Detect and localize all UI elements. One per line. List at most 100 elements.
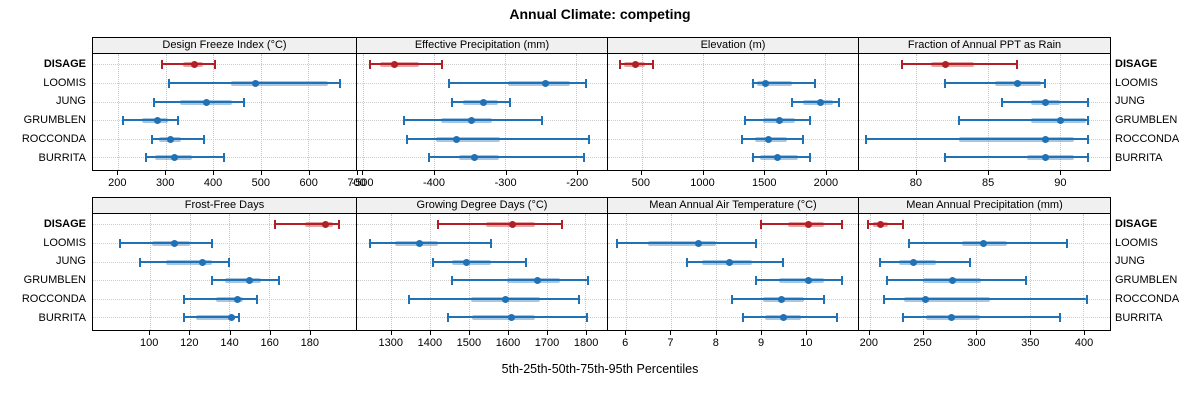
whisker-cap	[369, 60, 372, 70]
gridline-horizontal	[608, 120, 858, 122]
percentile-whisker	[902, 316, 1060, 319]
row-label-right: GRUMBLEN	[1115, 114, 1178, 127]
percentile-whisker	[945, 82, 1046, 84]
percentile-whisker	[616, 242, 757, 244]
gridline-vertical	[507, 214, 509, 330]
median-dot	[877, 221, 885, 229]
tick-mark	[269, 330, 271, 335]
median-dot	[508, 314, 516, 322]
whisker-cap	[450, 276, 453, 286]
tick-label: 6	[622, 337, 629, 349]
median-dot	[778, 295, 786, 303]
row-label-right: DISAGE	[1115, 217, 1158, 230]
median-dot	[805, 221, 813, 229]
panel-header-effective-precipitation: Effective Precipitation (mm)	[356, 37, 608, 54]
median-dot	[467, 117, 475, 125]
median-dot	[452, 135, 460, 143]
percentile-whisker	[183, 316, 240, 319]
whisker-cap	[651, 60, 654, 70]
whisker-cap	[901, 60, 904, 70]
tick-label: 1500	[456, 337, 482, 349]
gridline-horizontal	[93, 243, 356, 244]
whisker-cap	[1058, 313, 1061, 323]
gridline-vertical	[308, 54, 310, 170]
median-dot	[922, 295, 930, 303]
percentile-whisker	[146, 156, 224, 159]
whisker-cap	[222, 153, 225, 163]
tick-label: 600	[299, 177, 318, 189]
row-label-right: LOOMIS	[1115, 236, 1158, 249]
tick-label: -300	[494, 177, 517, 189]
percentile-whisker	[686, 260, 784, 263]
whisker-cap	[213, 60, 216, 70]
median-dot	[170, 154, 178, 162]
percentile-whisker	[945, 156, 1089, 159]
gridline-horizontal	[608, 157, 858, 159]
percentile-whisker	[119, 242, 212, 244]
gridline-vertical	[702, 54, 704, 170]
tick-label: 180	[300, 337, 319, 349]
tick-label: 7	[667, 337, 674, 349]
median-dot	[502, 295, 510, 303]
gridline-vertical	[430, 214, 432, 330]
whisker-cap	[730, 294, 733, 304]
median-dot	[910, 258, 918, 266]
x-axis-mean-annual-precipitation: 200 250 300 350 400	[858, 330, 1111, 352]
median-dot	[1056, 117, 1064, 125]
percentile-whisker	[902, 63, 1017, 66]
whisker-cap	[743, 116, 746, 126]
row-label-right: ROCCONDA	[1115, 293, 1180, 306]
tick-mark	[260, 170, 262, 175]
whisker-cap	[243, 97, 246, 107]
percentile-whisker	[448, 82, 586, 84]
whisker-cap	[202, 134, 205, 144]
percentile-whisker	[760, 223, 842, 226]
tick-label: 1400	[417, 337, 443, 349]
gridline-horizontal	[608, 138, 858, 140]
whisker-cap	[447, 313, 450, 323]
tick-mark	[356, 170, 358, 175]
tick-mark	[189, 330, 191, 335]
median-dot	[170, 240, 178, 247]
gridline-horizontal	[93, 64, 356, 66]
percentile-whisker	[139, 260, 230, 263]
tick-mark	[702, 170, 704, 175]
gridline-vertical	[469, 214, 470, 330]
whisker-cap	[561, 220, 564, 230]
whisker-cap	[901, 313, 904, 323]
tick-label: 1700	[534, 337, 560, 349]
whisker-cap	[759, 220, 762, 230]
percentile-whisker	[731, 297, 824, 300]
whisker-cap	[182, 294, 185, 304]
whisker-cap	[587, 134, 590, 144]
percentile-whisker	[867, 223, 903, 226]
gridline-vertical	[641, 54, 643, 170]
tick-mark	[505, 170, 507, 175]
gridline-vertical	[149, 214, 151, 330]
whisker-cap	[865, 134, 868, 144]
tick-mark	[1084, 330, 1086, 335]
median-dot	[1042, 154, 1050, 162]
panel-header-elevation: Elevation (m)	[607, 37, 859, 54]
median-dot	[947, 314, 955, 322]
panel-header-design-freeze-index: Design Freeze Index (°C)	[92, 37, 357, 54]
median-dot	[774, 154, 782, 162]
tick-label: -200	[566, 177, 589, 189]
tick-mark	[434, 170, 436, 175]
gridline-vertical	[869, 214, 871, 330]
plot-panel-effective-precipitation	[356, 53, 608, 171]
tick-mark	[1030, 330, 1032, 335]
median-dot	[694, 240, 702, 247]
tick-mark	[764, 170, 766, 175]
tick-label: 9	[758, 337, 765, 349]
whisker-cap	[578, 294, 581, 304]
row-label-left: LOOMIS	[43, 236, 86, 249]
whisker-cap	[1085, 294, 1088, 304]
tick-label: 500	[251, 177, 271, 189]
tick-mark	[825, 170, 827, 175]
whisker-cap	[755, 276, 758, 286]
tick-label: 1600	[495, 337, 521, 349]
row-label-left: GRUMBLEN	[23, 114, 86, 127]
gridline-vertical	[505, 54, 507, 170]
